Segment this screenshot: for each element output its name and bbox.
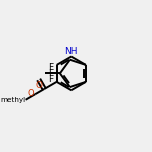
Text: NH: NH (64, 47, 77, 55)
Text: O: O (28, 89, 35, 98)
Text: F: F (48, 69, 53, 78)
Text: F: F (48, 63, 53, 72)
Text: methyl: methyl (0, 97, 25, 102)
Text: O: O (35, 81, 42, 90)
Text: F: F (48, 75, 53, 84)
